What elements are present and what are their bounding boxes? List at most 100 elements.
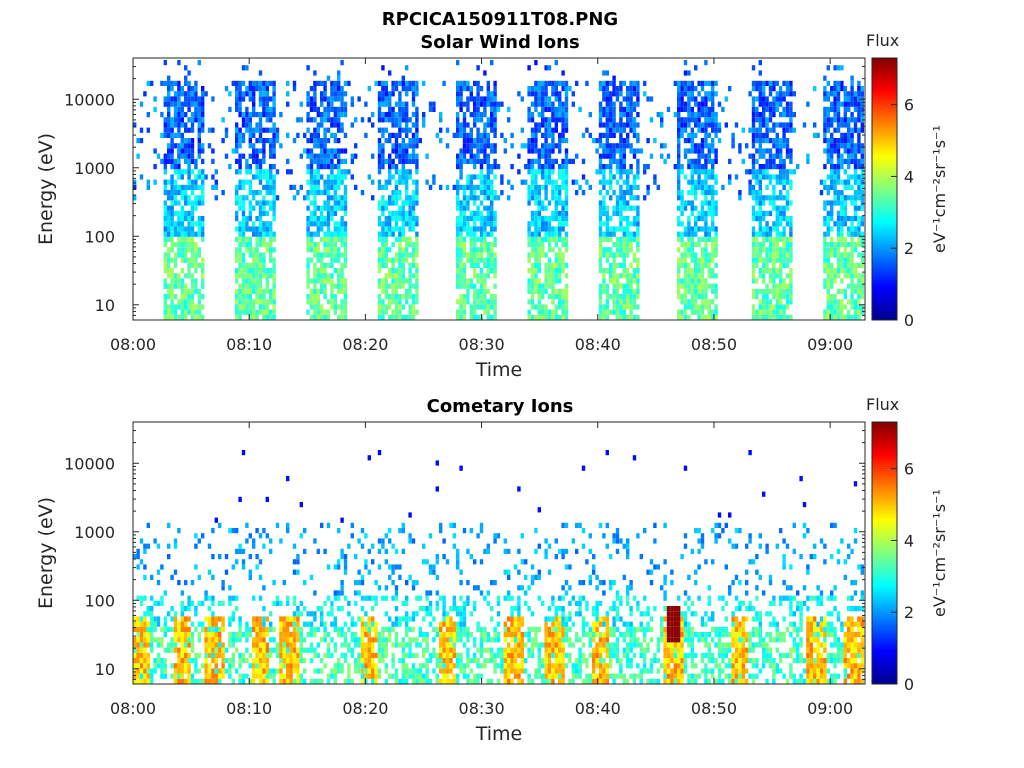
heatmap-cell: [615, 247, 620, 253]
heatmap-cell: [537, 164, 541, 170]
heatmap-cell: [143, 658, 147, 664]
heatmap-cell: [547, 216, 552, 222]
heatmap-cell: [785, 148, 790, 154]
heatmap-cell: [194, 268, 198, 274]
heatmap-cell: [857, 190, 861, 196]
heatmap-cell: [561, 314, 565, 320]
heatmap-cell: [197, 112, 201, 118]
heatmap-cell: [143, 595, 147, 601]
heatmap-cell: [286, 158, 290, 164]
heatmap-cell: [306, 216, 310, 222]
heatmap-cell: [711, 268, 715, 274]
heatmap-cell: [177, 164, 181, 170]
heatmap-cell: [343, 132, 348, 138]
heatmap-cell: [541, 304, 545, 310]
heatmap-cell: [214, 668, 218, 674]
heatmap-cell: [136, 153, 140, 159]
heatmap-cell: [700, 153, 705, 159]
heatmap-cell: [150, 621, 154, 627]
heatmap-cell: [530, 195, 535, 201]
heatmap-cell: [476, 80, 480, 86]
heatmap-cell: [462, 309, 467, 315]
heatmap-cell: [411, 138, 416, 144]
heatmap-cell: [201, 190, 205, 196]
heatmap-cell: [190, 283, 195, 289]
heatmap-cell: [561, 252, 565, 258]
heatmap-cell: [462, 226, 467, 232]
heatmap-cell: [238, 132, 242, 138]
heatmap-cell: [677, 273, 681, 279]
heatmap-cell: [782, 283, 786, 289]
heatmap-cell: [697, 153, 701, 159]
heatmap-cell: [847, 299, 851, 305]
heatmap-cell: [398, 91, 402, 97]
heatmap-cell: [772, 205, 776, 211]
heatmap-cell: [857, 294, 861, 300]
heatmap-cell: [765, 132, 769, 138]
heatmap-cell: [551, 179, 555, 185]
heatmap-cell: [765, 247, 769, 253]
heatmap-cell: [605, 179, 609, 185]
heatmap-cell: [187, 164, 191, 170]
heatmap-cell: [201, 148, 205, 154]
heatmap-cell: [177, 148, 181, 154]
heatmap-cell: [394, 80, 399, 86]
heatmap-cell: [381, 288, 385, 294]
heatmap-cell: [211, 158, 215, 164]
heatmap-cell: [687, 148, 691, 154]
heatmap-cell: [836, 91, 841, 97]
heatmap-cell: [248, 127, 252, 133]
heatmap-cell: [459, 86, 463, 92]
heatmap-cell: [415, 299, 419, 305]
heatmap-cell: [398, 242, 402, 248]
heatmap-cell: [602, 278, 606, 284]
heatmap-cell: [826, 65, 830, 71]
heatmap-cell: [306, 153, 310, 159]
heatmap-cell: [779, 96, 783, 102]
heatmap-cell: [170, 314, 174, 320]
heatmap-cell: [133, 678, 137, 684]
heatmap-cell: [836, 174, 841, 180]
heatmap-cell: [459, 184, 463, 190]
heatmap-cell: [785, 304, 790, 310]
heatmap-cell: [309, 117, 314, 123]
heatmap-cell: [554, 210, 558, 216]
heatmap-cell: [194, 288, 198, 294]
heatmap-cell: [320, 148, 324, 154]
heatmap-cell: [381, 283, 385, 289]
heatmap-cell: [473, 283, 477, 289]
heatmap-cell: [551, 236, 555, 242]
heatmap-cell: [153, 538, 157, 544]
heatmap-cell: [194, 304, 198, 310]
heatmap-cell: [697, 127, 701, 133]
heatmap-cell: [170, 101, 174, 107]
heatmap-cell: [632, 132, 637, 138]
heatmap-cell: [782, 112, 786, 118]
heatmap-cell: [309, 179, 314, 185]
heatmap-cell: [309, 288, 314, 294]
heatmap-cell: [391, 242, 395, 248]
heatmap-cell: [554, 184, 558, 190]
heatmap-cell: [136, 548, 140, 554]
x-tick-label: 08:40: [575, 335, 621, 354]
heatmap-cell: [629, 304, 633, 310]
heatmap-cell: [218, 554, 222, 560]
heatmap-cell: [153, 179, 157, 185]
heatmap-cell: [173, 91, 178, 97]
heatmap-cell: [779, 143, 783, 149]
heatmap-cell: [255, 262, 259, 268]
heatmap-cell: [173, 632, 178, 638]
heatmap-cell: [190, 122, 195, 128]
heatmap-cell: [476, 127, 480, 133]
heatmap-cell: [704, 106, 708, 112]
heatmap-cell: [707, 200, 711, 206]
heatmap-cell: [779, 138, 783, 144]
heatmap-cell: [527, 184, 531, 190]
heatmap-cell: [833, 65, 837, 71]
heatmap-cell: [173, 314, 178, 320]
heatmap-cell: [306, 236, 310, 242]
heatmap-cell: [194, 543, 198, 549]
heatmap-cell: [201, 231, 205, 237]
heatmap-cell: [626, 117, 630, 123]
heatmap-cell: [751, 242, 756, 248]
